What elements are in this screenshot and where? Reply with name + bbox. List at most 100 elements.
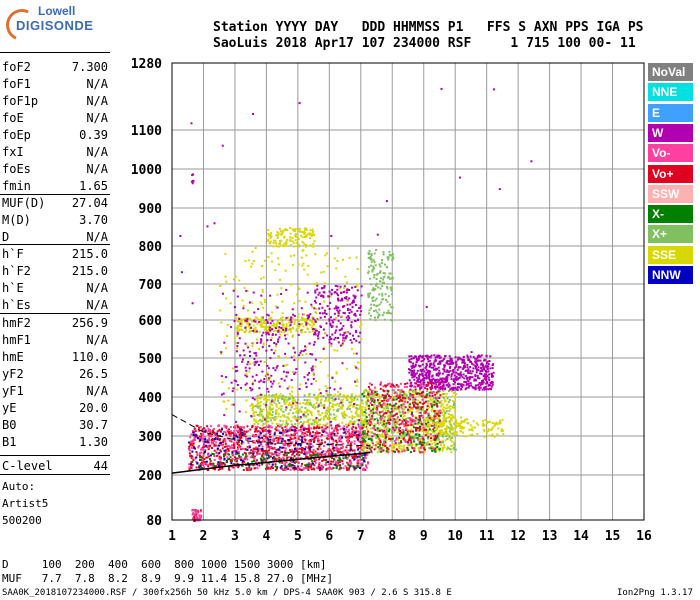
echo-point xyxy=(409,392,412,395)
echo-point xyxy=(285,323,288,326)
echo-point xyxy=(190,441,193,444)
echo-point xyxy=(385,430,388,433)
echo-point xyxy=(442,383,445,386)
echo-point xyxy=(329,413,332,416)
echo-point xyxy=(395,408,398,411)
echo-point xyxy=(346,435,349,438)
echo-point xyxy=(292,457,295,460)
echo-point xyxy=(240,448,243,451)
echo-point xyxy=(423,443,426,446)
echo-point xyxy=(467,359,470,362)
echo-point xyxy=(227,449,230,452)
echo-point xyxy=(284,352,287,355)
echo-point xyxy=(315,402,318,404)
echo-point xyxy=(275,448,278,451)
echo-point xyxy=(344,337,347,340)
echo-point xyxy=(463,359,465,362)
echo-point xyxy=(442,414,445,417)
echo-point xyxy=(385,450,388,453)
echo-point xyxy=(294,423,297,426)
echo-point xyxy=(419,394,422,396)
echo-point xyxy=(458,356,461,359)
echo-point xyxy=(268,446,271,449)
echo-point xyxy=(442,393,445,396)
echo-point xyxy=(438,372,441,375)
echo-point xyxy=(304,466,307,469)
echo-point xyxy=(402,446,405,449)
echo-point xyxy=(449,366,452,368)
echo-point xyxy=(280,424,283,427)
echo-point xyxy=(251,426,254,428)
echo-point xyxy=(261,428,264,431)
echo-point xyxy=(359,305,362,308)
echo-point xyxy=(385,405,388,408)
echo-point xyxy=(418,411,421,414)
echo-point xyxy=(282,456,285,459)
echo-point xyxy=(322,405,325,407)
echo-point xyxy=(316,466,319,469)
echo-point xyxy=(305,430,308,433)
echo-point xyxy=(412,438,415,441)
echo-point xyxy=(436,442,439,445)
echo-point xyxy=(268,430,271,433)
echo-point xyxy=(375,441,378,444)
echo-point xyxy=(306,433,308,436)
echo-point xyxy=(420,446,423,448)
echo-point xyxy=(361,408,364,411)
echo-point xyxy=(367,270,370,273)
param-row: hmF1 N/A xyxy=(2,333,108,348)
echo-point xyxy=(413,440,416,443)
echo-point xyxy=(391,443,394,446)
param-row: yF1 N/A xyxy=(2,384,108,399)
echo-point xyxy=(343,394,346,397)
autoscale-label: Auto: xyxy=(2,480,36,493)
echo-point xyxy=(211,447,213,449)
echo-point xyxy=(348,407,351,410)
echo-point xyxy=(469,376,472,379)
echo-point xyxy=(437,436,440,439)
echo-point xyxy=(398,408,400,411)
echo-point xyxy=(340,434,343,437)
echo-point xyxy=(371,451,374,454)
echo-point xyxy=(390,318,393,321)
echo-point xyxy=(266,414,269,417)
echo-point xyxy=(349,442,352,445)
echo-point xyxy=(282,414,285,417)
echo-point xyxy=(374,299,377,302)
echo-point xyxy=(334,418,337,421)
echo-point xyxy=(356,398,359,401)
echo-point xyxy=(369,277,372,280)
echo-point xyxy=(198,435,201,438)
echo-point xyxy=(266,457,269,460)
echo-point xyxy=(486,367,489,370)
echo-point xyxy=(218,462,221,465)
echo-point xyxy=(432,428,435,431)
echo-point xyxy=(272,437,275,440)
echo-point xyxy=(398,418,401,421)
echo-point xyxy=(235,459,238,462)
echo-point xyxy=(258,444,261,447)
echo-point xyxy=(267,445,270,447)
echo-point xyxy=(336,462,339,465)
echo-point xyxy=(439,434,442,437)
echo-point xyxy=(375,393,378,396)
echo-point xyxy=(466,356,469,358)
echo-point xyxy=(451,362,454,365)
echo-point xyxy=(413,374,416,377)
echo-point xyxy=(428,447,431,449)
echo-point xyxy=(350,321,353,324)
echo-point xyxy=(313,426,316,429)
param-name: fxI xyxy=(2,145,24,159)
echo-point xyxy=(410,423,413,426)
echo-point xyxy=(235,457,238,460)
echo-point xyxy=(281,231,284,234)
echo-point xyxy=(447,447,450,450)
echo-point xyxy=(429,402,432,405)
echo-point xyxy=(454,361,457,364)
echo-point xyxy=(334,336,337,339)
echo-point xyxy=(371,297,374,300)
echo-point xyxy=(436,409,439,412)
echo-point xyxy=(290,438,293,441)
echo-point xyxy=(472,355,475,358)
echo-point xyxy=(426,364,428,367)
